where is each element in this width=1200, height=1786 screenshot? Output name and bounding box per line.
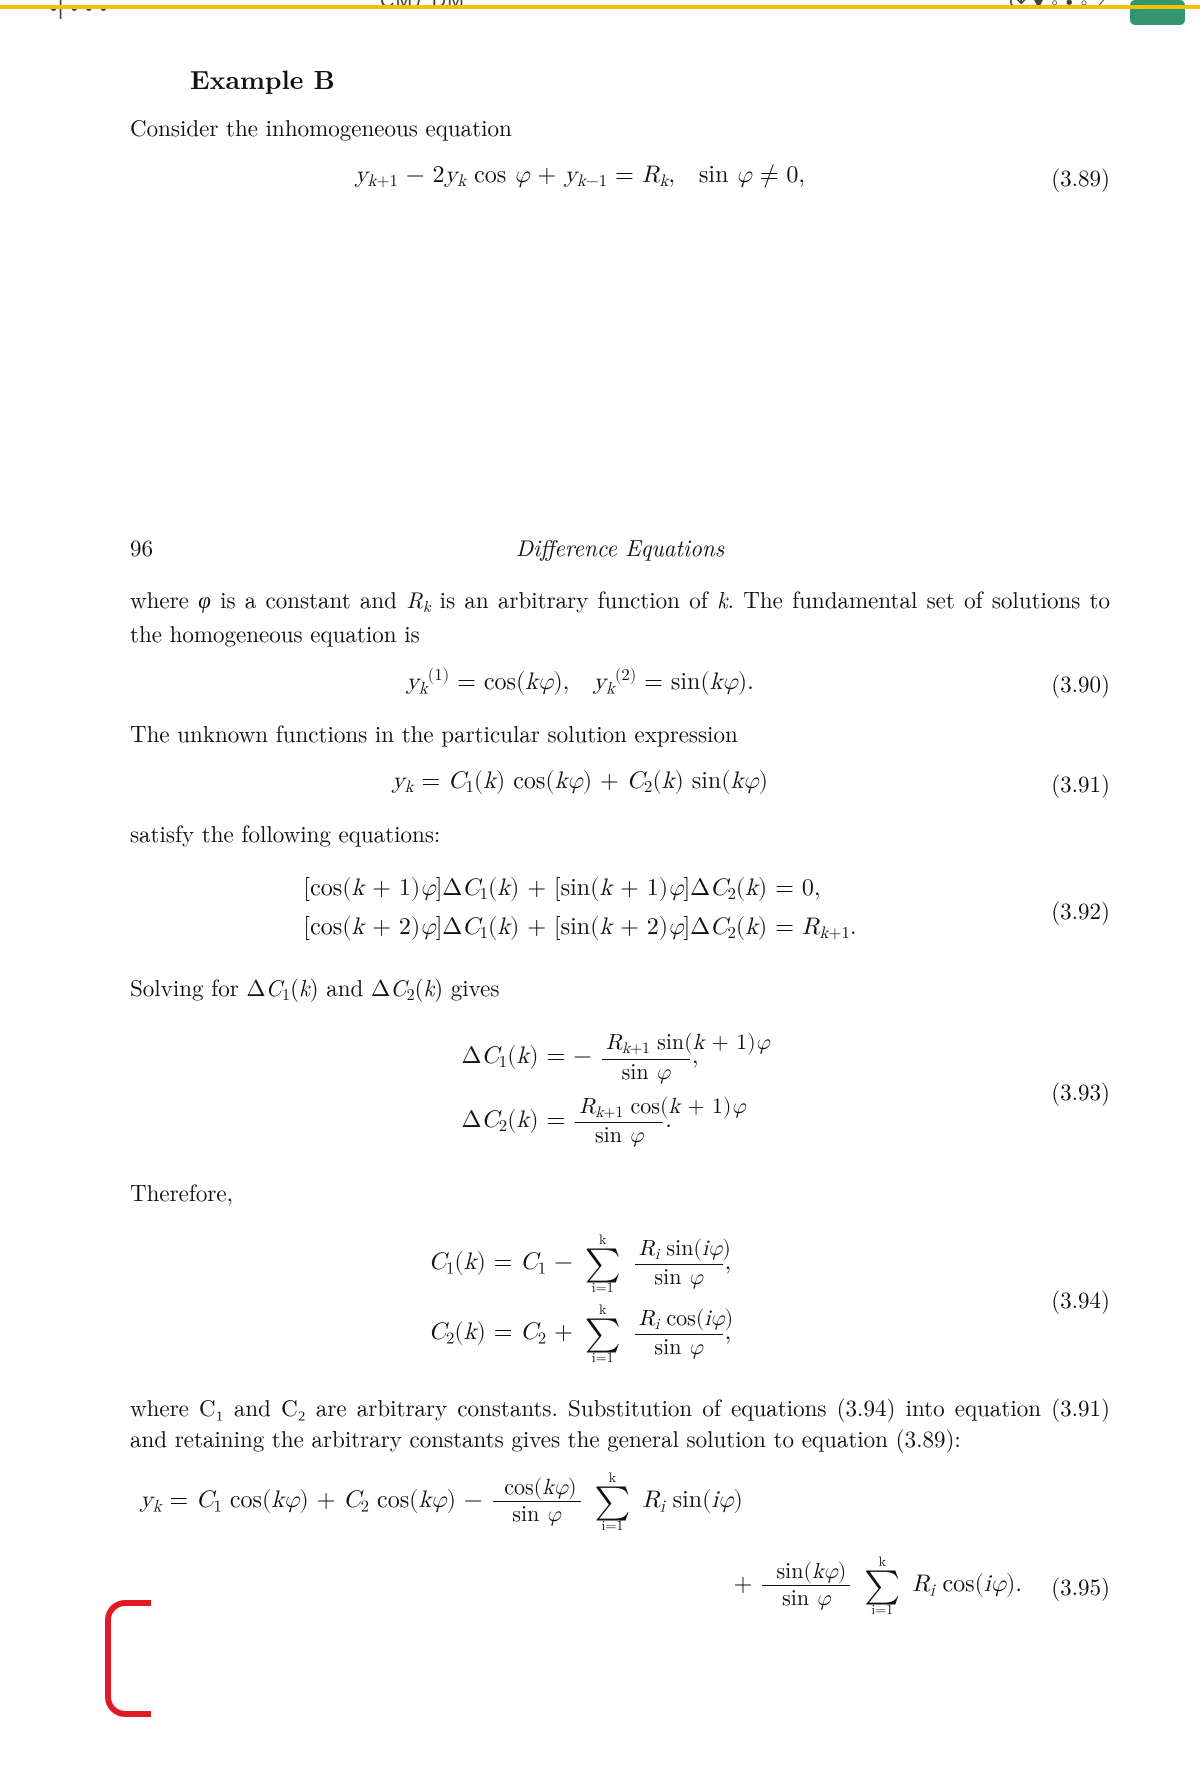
eq-3-92-math: [cos(k + 1)φ]ΔC1(k) + [sin(k + 1)φ]ΔC2(k… <box>130 866 1030 952</box>
eq-3-90-num: (3.90) <box>1030 666 1110 699</box>
running-head: 96 Difference Equations <box>130 530 1110 563</box>
page: •| • • • CM7 DM ⟳ ▾ ◦ • ◦ ⟋ Example B Co… <box>0 0 1200 1786</box>
eq-3-95-line1: yk = C1 cos(kφ) + C2 cos(kφ) − cos(kφ)si… <box>130 1471 1110 1533</box>
eq-3-90-math: yk(1) = cos(kφ), yk(2) = sin(kφ). <box>130 666 1030 699</box>
intro-text: Consider the inhomogeneous equation <box>130 111 1110 142</box>
para-5: Therefore, <box>130 1176 1110 1207</box>
example-heading: Example B <box>190 60 1110 97</box>
eq-3-92: [cos(k + 1)φ]ΔC1(k) + [sin(k + 1)φ]ΔC2(k… <box>130 866 1110 952</box>
eq-3-89-num: (3.89) <box>1030 160 1110 193</box>
eq-3-90: yk(1) = cos(kφ), yk(2) = sin(kφ). (3.90) <box>130 666 1110 699</box>
eq-3-95-line2: + sin(kφ)sin φ k∑i=1 Ri cos(iφ). <box>130 1555 1030 1617</box>
eq-3-95-num: (3.95) <box>1030 1569 1110 1602</box>
eq-3-89-math: yk+1 − 2yk cos φ + yk−1 = Rk, sin φ ≠ 0, <box>130 161 1030 192</box>
page-96-block: 96 Difference Equations where φ is a con… <box>130 530 1110 1635</box>
eq-3-92-num: (3.92) <box>1030 893 1110 926</box>
eq-3-89: yk+1 − 2yk cos φ + yk−1 = Rk, sin φ ≠ 0,… <box>130 160 1110 193</box>
para-3: satisfy the following equations: <box>130 817 1110 848</box>
eq-3-94: C1(k) = C1 − k∑i=1 Ri sin(iφ)sin φ, C2(k… <box>130 1225 1110 1373</box>
eq-3-94-num: (3.94) <box>1030 1282 1110 1315</box>
eq-3-93-math: ΔC1(k) = − Rk+1 sin(k + 1)φsin φ, ΔC2(k)… <box>130 1022 1030 1157</box>
para-6: where C₁ and C₂ are arbitrary constants.… <box>130 1391 1110 1453</box>
eq-3-93-num: (3.93) <box>1030 1074 1110 1107</box>
para-2: The unknown functions in the particular … <box>130 717 1110 748</box>
yellow-border <box>0 5 1200 9</box>
battery-pill <box>1130 0 1185 25</box>
eq-3-93: ΔC1(k) = − Rk+1 sin(k + 1)φsin φ, ΔC2(k)… <box>130 1022 1110 1157</box>
eq-3-94-math: C1(k) = C1 − k∑i=1 Ri sin(iφ)sin φ, C2(k… <box>130 1225 1030 1373</box>
para-4: Solving for ΔC1(k) and ΔC2(k) gives <box>130 971 1110 1005</box>
running-title: Difference Equations <box>516 530 724 563</box>
eq-3-91-num: (3.91) <box>1030 766 1110 799</box>
annotation-bracket <box>105 1600 151 1717</box>
eq-3-95: yk = C1 cos(kφ) + C2 cos(kφ) − cos(kφ)si… <box>130 1471 1110 1617</box>
decor-a: •| • • • <box>50 0 108 21</box>
eq-3-91-math: yk = C1(k) cos(kφ) + C2(k) sin(kφ) <box>130 767 1030 798</box>
eq-3-91: yk = C1(k) cos(kφ) + C2(k) sin(kφ) (3.91… <box>130 766 1110 799</box>
page-number: 96 <box>130 530 153 563</box>
para-1: where φ is a constant and Rk is an arbit… <box>130 583 1110 648</box>
example-b-block: Example B Consider the inhomogeneous equ… <box>130 60 1110 211</box>
